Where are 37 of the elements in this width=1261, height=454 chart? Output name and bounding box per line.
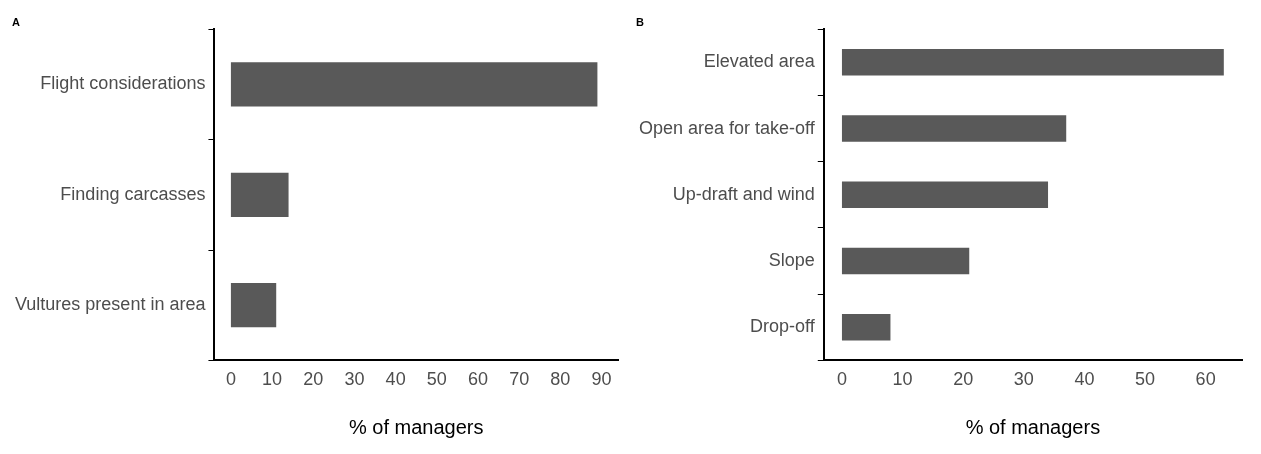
x-tick-label: 0: [836, 369, 847, 390]
x-tick-label: 40: [385, 369, 406, 390]
bar: [841, 247, 970, 275]
bar: [230, 62, 598, 107]
text: B: [636, 15, 644, 28]
x-tick-label: 0: [225, 369, 236, 390]
bar: [841, 314, 891, 341]
bar: [841, 115, 1067, 142]
y-tick-label: Flight considerations: [40, 73, 206, 94]
x-tick-label: 20: [303, 369, 324, 390]
x-tick-label: 30: [1013, 369, 1034, 390]
y-tick-label: Vultures present in area: [14, 294, 207, 315]
bar: [841, 181, 1049, 209]
x-tick-label: 70: [509, 369, 530, 390]
x-tick-label: 30: [344, 369, 365, 390]
x-tick-label: 60: [467, 369, 489, 390]
x-tick-label: 50: [1135, 369, 1156, 390]
x-axis-title: % of managers: [348, 415, 484, 438]
bar: [230, 283, 277, 328]
y-tick-label: Open area for take-off: [638, 117, 816, 138]
y-tick-label: Elevated area: [703, 51, 816, 72]
y-tick-label: Up-draft and wind: [672, 183, 815, 204]
bar: [230, 172, 289, 217]
y-tick-label: Slope: [768, 250, 815, 271]
x-tick-label: 80: [550, 369, 571, 390]
x-tick-label: 90: [591, 369, 612, 390]
x-tick-label: 50: [426, 369, 447, 390]
y-tick-label: Finding carcasses: [60, 183, 206, 204]
x-tick-label: 10: [892, 369, 913, 390]
y-tick-label: Drop-off: [750, 316, 816, 337]
bar: [841, 49, 1224, 76]
x-tick-label: 10: [262, 369, 283, 390]
x-tick-label: 20: [953, 369, 974, 390]
x-axis-title: % of managers: [965, 415, 1101, 438]
x-tick-label: 60: [1195, 369, 1216, 390]
x-tick-label: 40: [1074, 369, 1095, 390]
text: A: [12, 15, 20, 28]
